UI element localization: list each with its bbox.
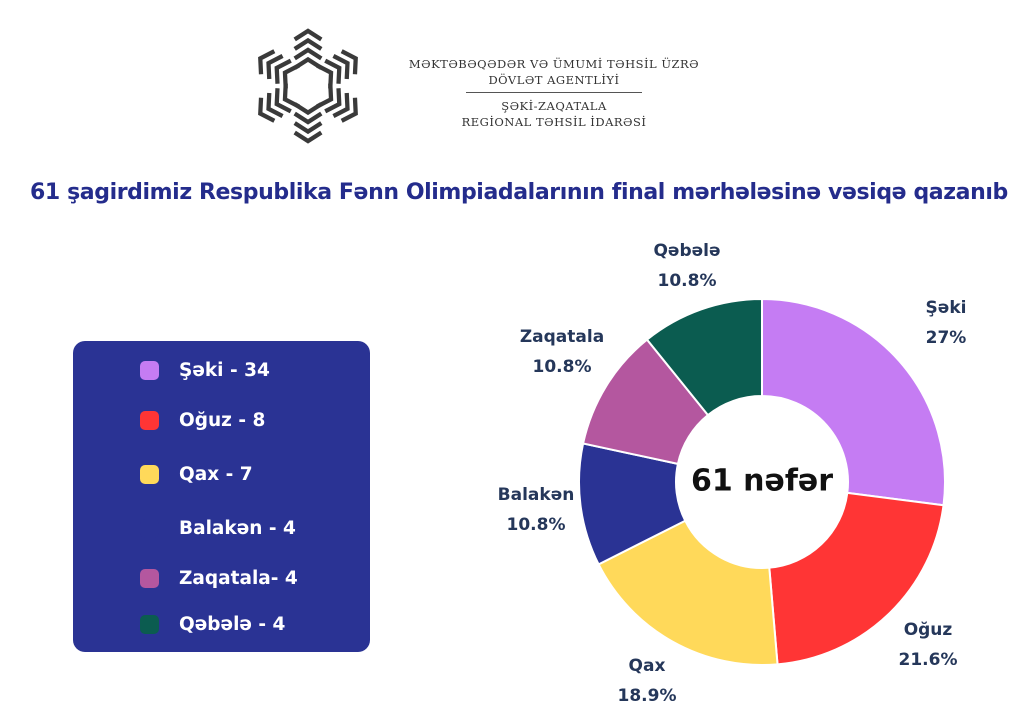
legend-swatch [140, 518, 159, 538]
legend-swatch [140, 464, 159, 484]
emblem-chevron [293, 102, 323, 116]
legend-item: Balakən - 4 [140, 517, 296, 539]
emblem-chevron [293, 56, 323, 70]
slice-name-label: Balakən [498, 485, 575, 505]
slice-percent-label: 10.8% [533, 357, 592, 377]
org-name-line-1: MƏKTƏBƏQƏDƏR VƏ ÜMUMİ TƏHSİL ÜZRƏ [408, 57, 700, 71]
emblem-chevron [274, 58, 292, 84]
legend-item: Qax - 7 [140, 463, 253, 485]
legend-label: Qəbələ - 4 [179, 613, 286, 635]
emblem-chevron [293, 130, 323, 144]
legend-label: Balakən - 4 [179, 517, 296, 539]
legend-label: Şəki - 34 [179, 359, 270, 381]
emblem-chevron [332, 54, 350, 80]
slice-name-label: Qəbələ [653, 241, 720, 261]
emblem-chevron [316, 63, 334, 89]
emblem-arm [293, 102, 323, 144]
donut-chart: Şəki 27% Oğuz 21.6% Qax 18.9% Balakən 10.8% Zaqa… [498, 241, 967, 706]
emblem-chevron [340, 97, 358, 123]
slice-percent-label: 10.8% [658, 271, 717, 291]
emblem-chevron [293, 47, 323, 61]
slice-percent-label: 10.8% [507, 515, 566, 535]
slice-name-label: Oğuz [904, 620, 953, 640]
emblem-arm [258, 49, 300, 89]
org-divider [466, 92, 642, 93]
donut-slice [597, 519, 779, 666]
emblem-arm [316, 49, 358, 89]
chart-legend: Şəki - 34 Oğuz - 8 Qax - 7 Balakən - 4 Z… [73, 341, 370, 652]
emblem-arm [316, 83, 358, 123]
legend-label: Zaqatala- 4 [179, 567, 298, 589]
donut-slice [768, 491, 945, 666]
legend-label: Oğuz - 8 [179, 409, 266, 431]
org-subunit-line-2: REGİONAL TƏHSİL İDARƏSİ [461, 115, 647, 129]
legend-swatch [140, 614, 159, 634]
legend-item: Oğuz - 8 [140, 409, 265, 431]
slice-name-label: Zaqatala [520, 327, 604, 347]
emblem-arm [293, 28, 323, 70]
legend-label: Qax - 7 [179, 463, 253, 485]
emblem-chevron [258, 97, 276, 123]
emblem-chevron [266, 54, 284, 80]
legend-item: Qəbələ - 4 [140, 613, 285, 635]
emblem-chevron [332, 92, 350, 118]
emblem-chevron [258, 49, 276, 75]
donut-slice [761, 297, 946, 507]
slice-percent-label: 18.9% [618, 686, 677, 706]
page-headline: 61 şagirdimiz Respublika Fənn Olimpiadal… [30, 178, 1020, 208]
emblem-chevron [324, 58, 342, 84]
slice-percent-label: 27% [926, 328, 967, 348]
legend-item: Şəki - 34 [140, 359, 270, 381]
donut-slices [578, 297, 946, 666]
headline-text: şagirdimiz Respublika Fənn Olimpiadaları… [59, 180, 1008, 205]
org-subunit-line-1: ŞƏKİ-ZAQATALA [501, 99, 607, 113]
emblem-chevron [324, 88, 342, 114]
emblem-chevron [316, 83, 334, 109]
slice-labels: Şəki 27% Oğuz 21.6% Qax 18.9% Balakən 10.8% Zaqa… [498, 241, 967, 706]
headline-number: 61 [30, 180, 60, 205]
slice-name-label: Qax [629, 656, 666, 676]
emblem-chevron [293, 121, 323, 135]
emblem-chevrons [258, 28, 358, 144]
legend-swatch [140, 360, 159, 380]
legend-swatch [140, 568, 159, 588]
donut-slice [645, 297, 763, 417]
emblem-chevron [282, 63, 300, 89]
emblem-chevron [282, 83, 300, 109]
donut-center-label: 61 nəfər [691, 464, 833, 499]
emblem-chevron [274, 88, 292, 114]
emblem-chevron [340, 49, 358, 75]
legend-swatch [140, 410, 159, 430]
legend-item: Zaqatala- 4 [140, 567, 298, 589]
emblem-arm [258, 83, 300, 123]
slice-percent-label: 21.6% [899, 650, 958, 670]
emblem-chevron [293, 111, 323, 125]
slice-name-label: Şəki [926, 298, 967, 318]
agency-emblem-icon [258, 28, 358, 144]
emblem-chevron [293, 37, 323, 51]
org-name-line-2: DÖVLƏT AGENTLİYİ [488, 73, 620, 87]
emblem-chevron [293, 28, 323, 42]
emblem-chevron [266, 92, 284, 118]
